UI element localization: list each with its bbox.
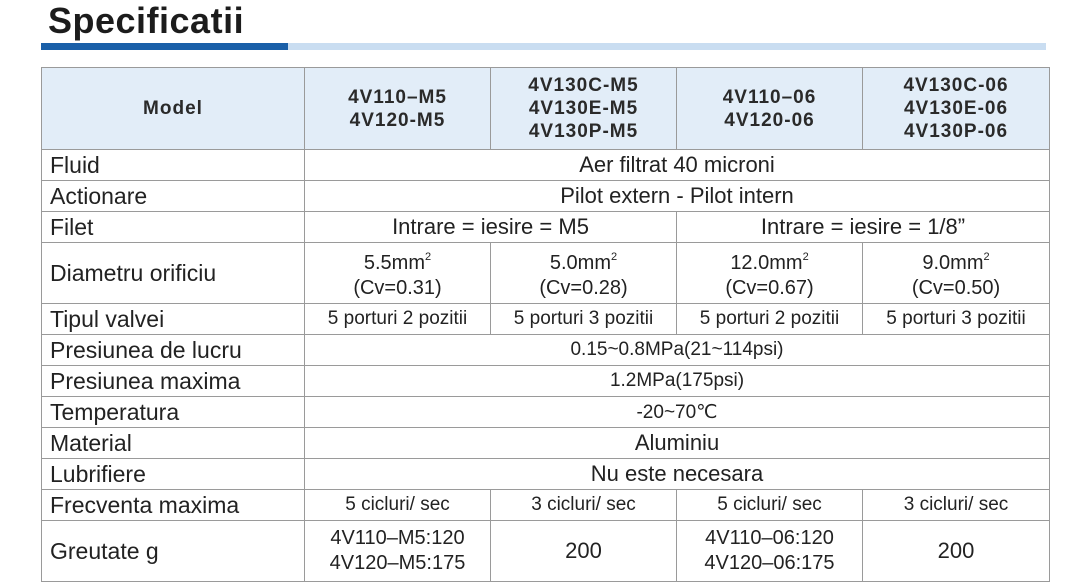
greutate-cell: 200 bbox=[862, 520, 1050, 582]
table-header-row: Model 4V110–M5 4V120-M5 4V130C-M5 4V130E… bbox=[41, 67, 1050, 150]
tipul-cell: 5 porturi 3 pozitii bbox=[490, 303, 677, 335]
row-material: Material Aluminiu bbox=[41, 427, 1050, 459]
row-label: Greutate g bbox=[41, 520, 305, 582]
row-value-right: Intrare = iesire = 1/8” bbox=[676, 211, 1050, 243]
row-diametru: Diametru orificiu 5.5mm2 (Cv=0.31) 5.0mm… bbox=[41, 242, 1050, 304]
title-underline-accent bbox=[41, 43, 288, 50]
header-col4-line: 4V130C-06 bbox=[903, 75, 1009, 96]
row-greutate: Greutate g 4V110–M5:120 4V120–M5:175 200… bbox=[41, 520, 1050, 582]
diametru-cell: 12.0mm2 (Cv=0.67) bbox=[676, 242, 863, 304]
row-label: Frecventa maxima bbox=[41, 489, 305, 521]
header-col2: 4V130C-M5 4V130E-M5 4V130P-M5 bbox=[490, 67, 677, 150]
title-underline-rule bbox=[288, 43, 1046, 50]
row-label: Fluid bbox=[41, 149, 305, 181]
row-label: Diametru orificiu bbox=[41, 242, 305, 304]
row-presiunea-maxima: Presiunea maxima 1.2MPa(175psi) bbox=[41, 365, 1050, 397]
diametru-cv: (Cv=0.50) bbox=[911, 277, 1001, 299]
greutate-cell: 4V110–M5:120 4V120–M5:175 bbox=[304, 520, 491, 582]
header-col3: 4V110–06 4V120-06 bbox=[676, 67, 863, 150]
frecventa-cell: 5 cicluri/ sec bbox=[676, 489, 863, 521]
greutate-cell: 200 bbox=[490, 520, 677, 582]
header-col4-line: 4V130E-06 bbox=[903, 98, 1009, 119]
greutate-line: 4V110–M5:120 bbox=[330, 527, 465, 549]
row-label: Presiunea de lucru bbox=[41, 334, 305, 366]
header-col1-line: 4V110–M5 bbox=[348, 86, 447, 108]
header-col2-line: 4V130C-M5 bbox=[528, 75, 639, 96]
greutate-cell: 4V110–06:120 4V120–06:175 bbox=[676, 520, 863, 582]
header-col1: 4V110–M5 4V120-M5 bbox=[304, 67, 491, 150]
specifications-table: Model 4V110–M5 4V120-M5 4V130C-M5 4V130E… bbox=[41, 67, 1050, 582]
row-value: 0.15~0.8MPa(21~114psi) bbox=[304, 334, 1050, 366]
row-value: 1.2MPa(175psi) bbox=[304, 365, 1050, 397]
greutate-line: 4V120–M5:175 bbox=[329, 552, 466, 574]
diametru-size: 5.0mm2 bbox=[549, 251, 618, 274]
row-value: Aluminiu bbox=[304, 427, 1050, 459]
tipul-cell: 5 porturi 2 pozitii bbox=[304, 303, 491, 335]
row-lubrifiere: Lubrifiere Nu este necesara bbox=[41, 458, 1050, 490]
row-filet: Filet Intrare = iesire = M5 Intrare = ie… bbox=[41, 211, 1050, 243]
frecventa-cell: 3 cicluri/ sec bbox=[862, 489, 1050, 521]
header-col4-line: 4V130P-06 bbox=[903, 121, 1009, 142]
tipul-cell: 5 porturi 3 pozitii bbox=[862, 303, 1050, 335]
row-label: Tipul valvei bbox=[41, 303, 305, 335]
row-label: Lubrifiere bbox=[41, 458, 305, 490]
diametru-cv: (Cv=0.31) bbox=[353, 277, 442, 299]
row-presiunea-lucru: Presiunea de lucru 0.15~0.8MPa(21~114psi… bbox=[41, 334, 1050, 366]
row-frecventa: Frecventa maxima 5 cicluri/ sec 3 ciclur… bbox=[41, 489, 1050, 521]
row-label: Filet bbox=[41, 211, 305, 243]
row-value-left: Intrare = iesire = M5 bbox=[304, 211, 677, 243]
diametru-size: 5.5mm2 bbox=[363, 251, 432, 274]
row-temperatura: Temperatura -20~70℃ bbox=[41, 396, 1050, 428]
diametru-size: 9.0mm2 bbox=[922, 251, 990, 274]
frecventa-cell: 3 cicluri/ sec bbox=[490, 489, 677, 521]
diametru-cell: 5.5mm2 (Cv=0.31) bbox=[304, 242, 491, 304]
row-tipul-valvei: Tipul valvei 5 porturi 2 pozitii 5 portu… bbox=[41, 303, 1050, 335]
header-col3-line: 4V110–06 bbox=[722, 86, 817, 108]
diametru-size: 12.0mm2 bbox=[730, 251, 809, 274]
row-label: Material bbox=[41, 427, 305, 459]
tipul-cell: 5 porturi 2 pozitii bbox=[676, 303, 863, 335]
greutate-line: 4V120–06:175 bbox=[704, 552, 835, 574]
row-value: Nu este necesara bbox=[304, 458, 1050, 490]
diametru-cv: (Cv=0.67) bbox=[725, 277, 814, 299]
row-label: Temperatura bbox=[41, 396, 305, 428]
diametru-cell: 5.0mm2 (Cv=0.28) bbox=[490, 242, 677, 304]
diametru-cell: 9.0mm2 (Cv=0.50) bbox=[862, 242, 1050, 304]
row-value: Aer filtrat 40 microni bbox=[304, 149, 1050, 181]
header-col1-line: 4V120-M5 bbox=[349, 109, 446, 131]
header-col4: 4V130C-06 4V130E-06 4V130P-06 bbox=[862, 67, 1050, 150]
row-actionare: Actionare Pilot extern - Pilot intern bbox=[41, 180, 1050, 212]
header-col2-line: 4V130P-M5 bbox=[528, 121, 639, 142]
row-value: Pilot extern - Pilot intern bbox=[304, 180, 1050, 212]
frecventa-cell: 5 cicluri/ sec bbox=[304, 489, 491, 521]
page-title: Specificatii bbox=[48, 0, 245, 41]
row-label: Presiunea maxima bbox=[41, 365, 305, 397]
header-col3-line: 4V120-06 bbox=[724, 109, 815, 131]
diametru-cv: (Cv=0.28) bbox=[539, 277, 628, 299]
greutate-line: 4V110–06:120 bbox=[705, 527, 834, 549]
row-fluid: Fluid Aer filtrat 40 microni bbox=[41, 149, 1050, 181]
row-label: Actionare bbox=[41, 180, 305, 212]
row-value: -20~70℃ bbox=[304, 396, 1050, 428]
header-col2-line: 4V130E-M5 bbox=[528, 98, 639, 119]
header-model: Model bbox=[41, 67, 305, 150]
